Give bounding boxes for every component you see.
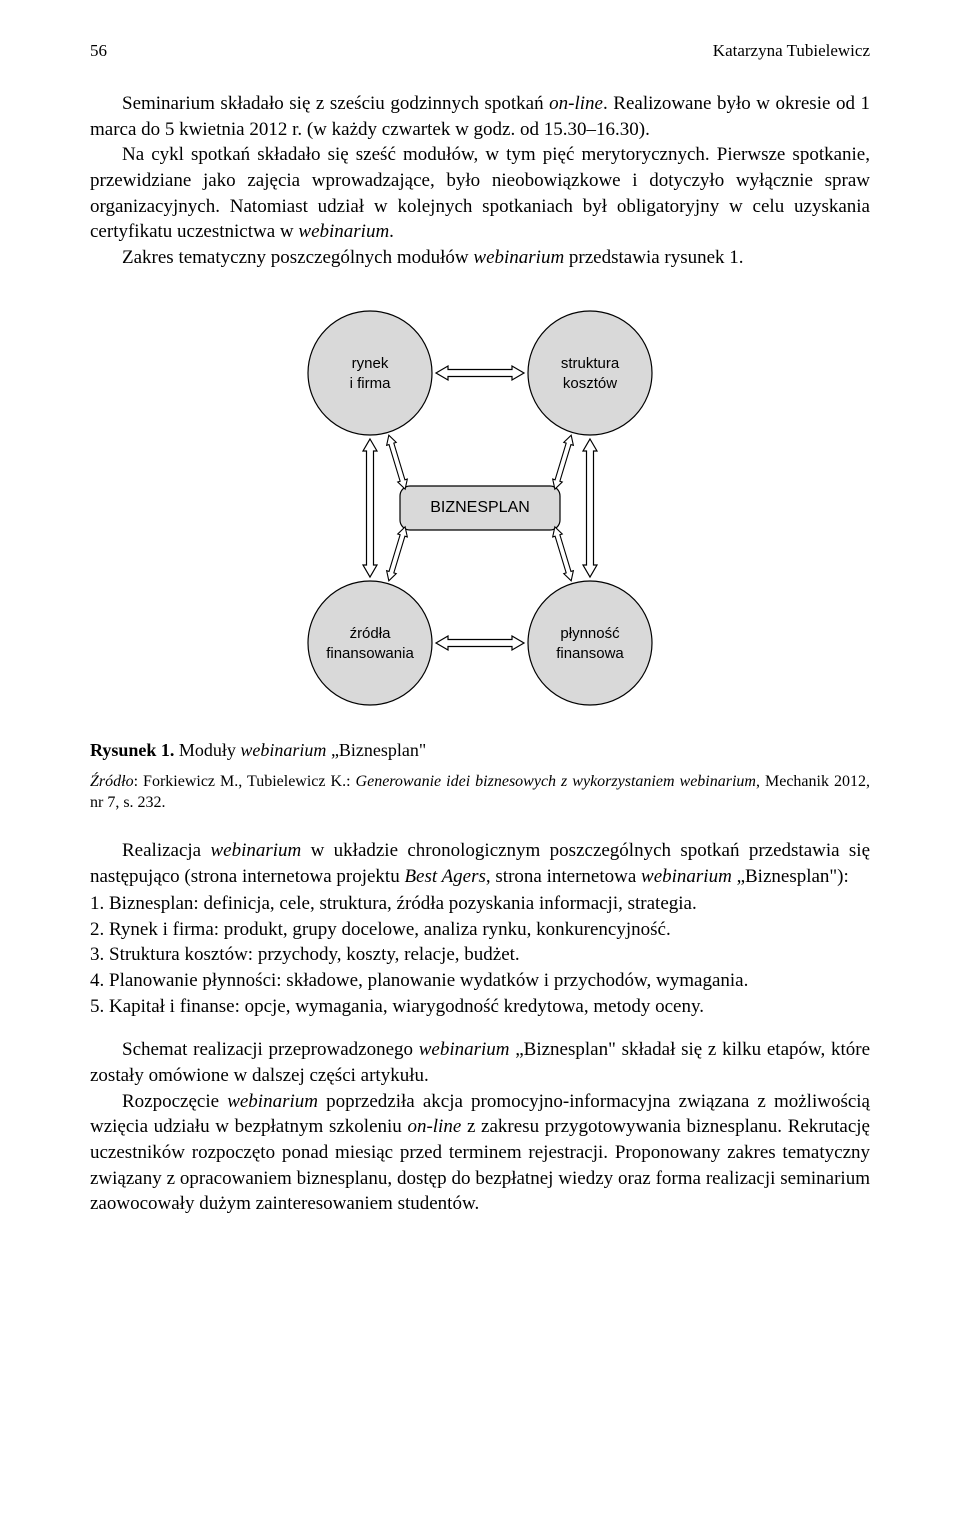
text: Moduły [174,740,240,760]
caption-label: Rysunek 1. [90,740,174,760]
text-italic: webinarium [227,1091,318,1112]
text-italic: on-line [549,93,603,114]
svg-text:źródła: źródła [350,625,392,642]
text: Rozpoczęcie [122,1091,227,1112]
list-item: 5. Kapitał i finanse: opcje, wymagania, … [90,994,870,1020]
svg-text:i firma: i firma [350,375,391,392]
svg-text:płynność: płynność [560,625,620,642]
text: Schemat realizacji przeprowadzonego [122,1039,419,1060]
list-item: 4. Planowanie płynności: składowe, plano… [90,968,870,994]
numbered-list: 1. Biznesplan: definicja, cele, struktur… [90,891,870,1019]
svg-text:BIZNESPLAN: BIZNESPLAN [430,500,530,517]
svg-text:finansowa: finansowa [556,645,624,662]
page-number: 56 [90,40,107,63]
text: przedstawia rysunek 1. [564,247,743,268]
text-italic: webinarium [473,247,564,268]
text: , strona internetowa [486,866,641,887]
svg-text:rynek: rynek [352,355,389,372]
list-item: 3. Struktura kosztów: przychody, koszty,… [90,942,870,968]
text: . [389,221,394,242]
text-italic: on-line [407,1116,461,1137]
list-item: 1. Biznesplan: definicja, cele, struktur… [90,891,870,917]
text: Seminarium składało się z sześciu godzin… [122,93,549,114]
text: Na cykl spotkań składało się sześć moduł… [90,144,870,242]
biznesplan-diagram: rynek i firma struktura kosztów źródła finans… [260,298,700,718]
paragraph-4: Realizacja webinarium w układzie chronol… [90,838,870,889]
paragraph-1: Seminarium składało się z sześciu godzin… [90,91,870,142]
text: : Forkiewicz M., Tubielewicz K.: [134,773,356,790]
text-italic: webinarium [298,221,389,242]
text: Realizacja [122,840,210,861]
paragraph-5: Schemat realizacji przeprowadzonego webi… [90,1037,870,1088]
text-italic: Best Agers [404,866,485,887]
svg-text:struktura: struktura [561,355,620,372]
svg-text:kosztów: kosztów [563,375,617,392]
figure-caption: Rysunek 1. Moduły webinarium „Biznesplan… [90,738,870,762]
paragraph-6: Rozpoczęcie webinarium poprzedziła akcja… [90,1089,870,1217]
text: Zakres tematyczny poszczególnych modułów [122,247,473,268]
text-italic: webinarium [210,840,301,861]
text-italic: webinarium [641,866,732,887]
paragraph-2: Na cykl spotkań składało się sześć moduł… [90,142,870,245]
figure-source: Źródło: Forkiewicz M., Tubielewicz K.: G… [90,771,870,814]
text: „Biznesplan" [326,740,426,760]
text-italic: Źródło [90,773,134,790]
text-italic: webinarium [240,740,326,760]
diagram-container: rynek i firma struktura kosztów źródła finans… [90,298,870,718]
paragraph-3: Zakres tematyczny poszczególnych modułów… [90,245,870,271]
svg-text:finansowania: finansowania [326,645,414,662]
text: „Biznesplan"): [732,866,849,887]
text-italic: webinarium [419,1039,510,1060]
author-name: Katarzyna Tubielewicz [713,40,870,63]
page-header: 56 Katarzyna Tubielewicz [90,40,870,63]
list-item: 2. Rynek i firma: produkt, grupy docelow… [90,917,870,943]
text-italic: Generowanie idei biznesowych z wykorzyst… [356,773,756,790]
